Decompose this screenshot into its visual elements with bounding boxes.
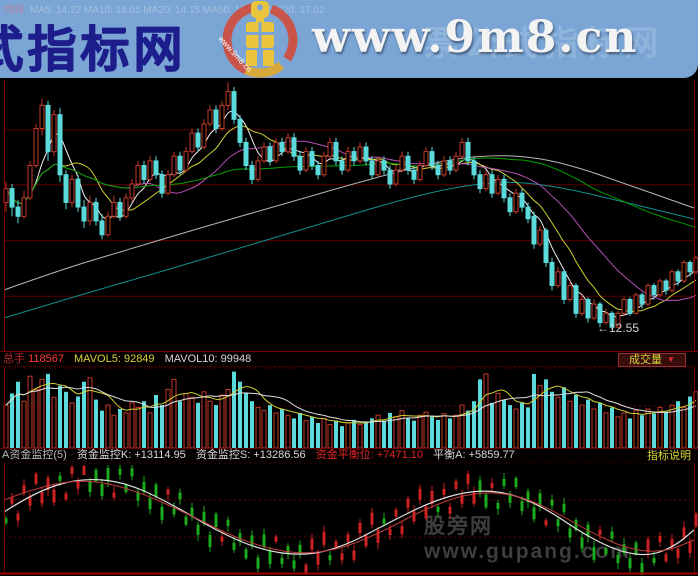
- indicator-balance-value: +7471.10: [376, 449, 424, 461]
- volume-chart-pane[interactable]: [4, 367, 695, 448]
- price-annotation: ←12.55: [597, 321, 640, 335]
- indicator-pane-header: A资金监控(5) 资金监控K: +13114.95 资金监控S: +13286.…: [0, 448, 698, 463]
- indicator-title: A资金监控(5): [2, 449, 67, 461]
- mavol5-label: MAVOL5: [74, 353, 118, 365]
- volume-indicator-button-label: 成交量: [629, 353, 663, 366]
- ma-readout-row: 均线 MA5: 14.22 MA10: 14.05 MA20: 14.15 MA6…: [4, 1, 325, 16]
- top-banner: 均线 MA5: 14.22 MA10: 14.05 MA20: 14.15 MA6…: [0, 0, 698, 78]
- main-price-chart-pane[interactable]: [4, 80, 695, 351]
- mavol10-value: 99948: [220, 353, 252, 365]
- volume-pane-header: 总手 118567 MAVOL5: 92849 MAVOL10: 99948 成…: [0, 351, 698, 367]
- volume-total-label: 总手: [3, 353, 25, 365]
- indicator-s-value: +13286.56: [253, 449, 306, 461]
- indicator-a-value: +5859.77: [468, 449, 515, 461]
- indicator-help-link[interactable]: 指标说明: [647, 450, 691, 462]
- volume-indicator-button[interactable]: 成交量 ▼: [618, 353, 686, 367]
- ma-readout-values: MA5: 14.22 MA10: 14.05 MA20: 14.15 MA60:…: [30, 5, 325, 16]
- site-logo-icon: www.9m8.cn: [216, 1, 298, 78]
- indicator-s-label: 资金监控S: [195, 449, 248, 461]
- volume-total-value: 118567: [28, 353, 64, 365]
- ma-readout-prefix: 均线: [4, 5, 24, 16]
- indicator-k-value: +13114.95: [134, 449, 186, 461]
- background-watermark: 股旁网 www.gupang.com: [424, 515, 631, 563]
- indicator-chart-pane[interactable]: [4, 463, 695, 573]
- mavol10-label: MAVOL10: [164, 353, 215, 365]
- indicator-k-label: 资金监控K: [76, 449, 129, 461]
- mavol5-value: 92849: [123, 353, 155, 365]
- indicator-balance-label: 资金平衡位: [315, 449, 371, 461]
- site-url[interactable]: www.9m8.cn: [312, 12, 639, 63]
- dropdown-arrow-icon: ▼: [667, 355, 675, 364]
- site-title: 式指标网: [0, 23, 187, 77]
- indicator-a-label: 平衡A: [433, 449, 463, 461]
- banner-watermark-text: 票公式指标网: [424, 25, 664, 63]
